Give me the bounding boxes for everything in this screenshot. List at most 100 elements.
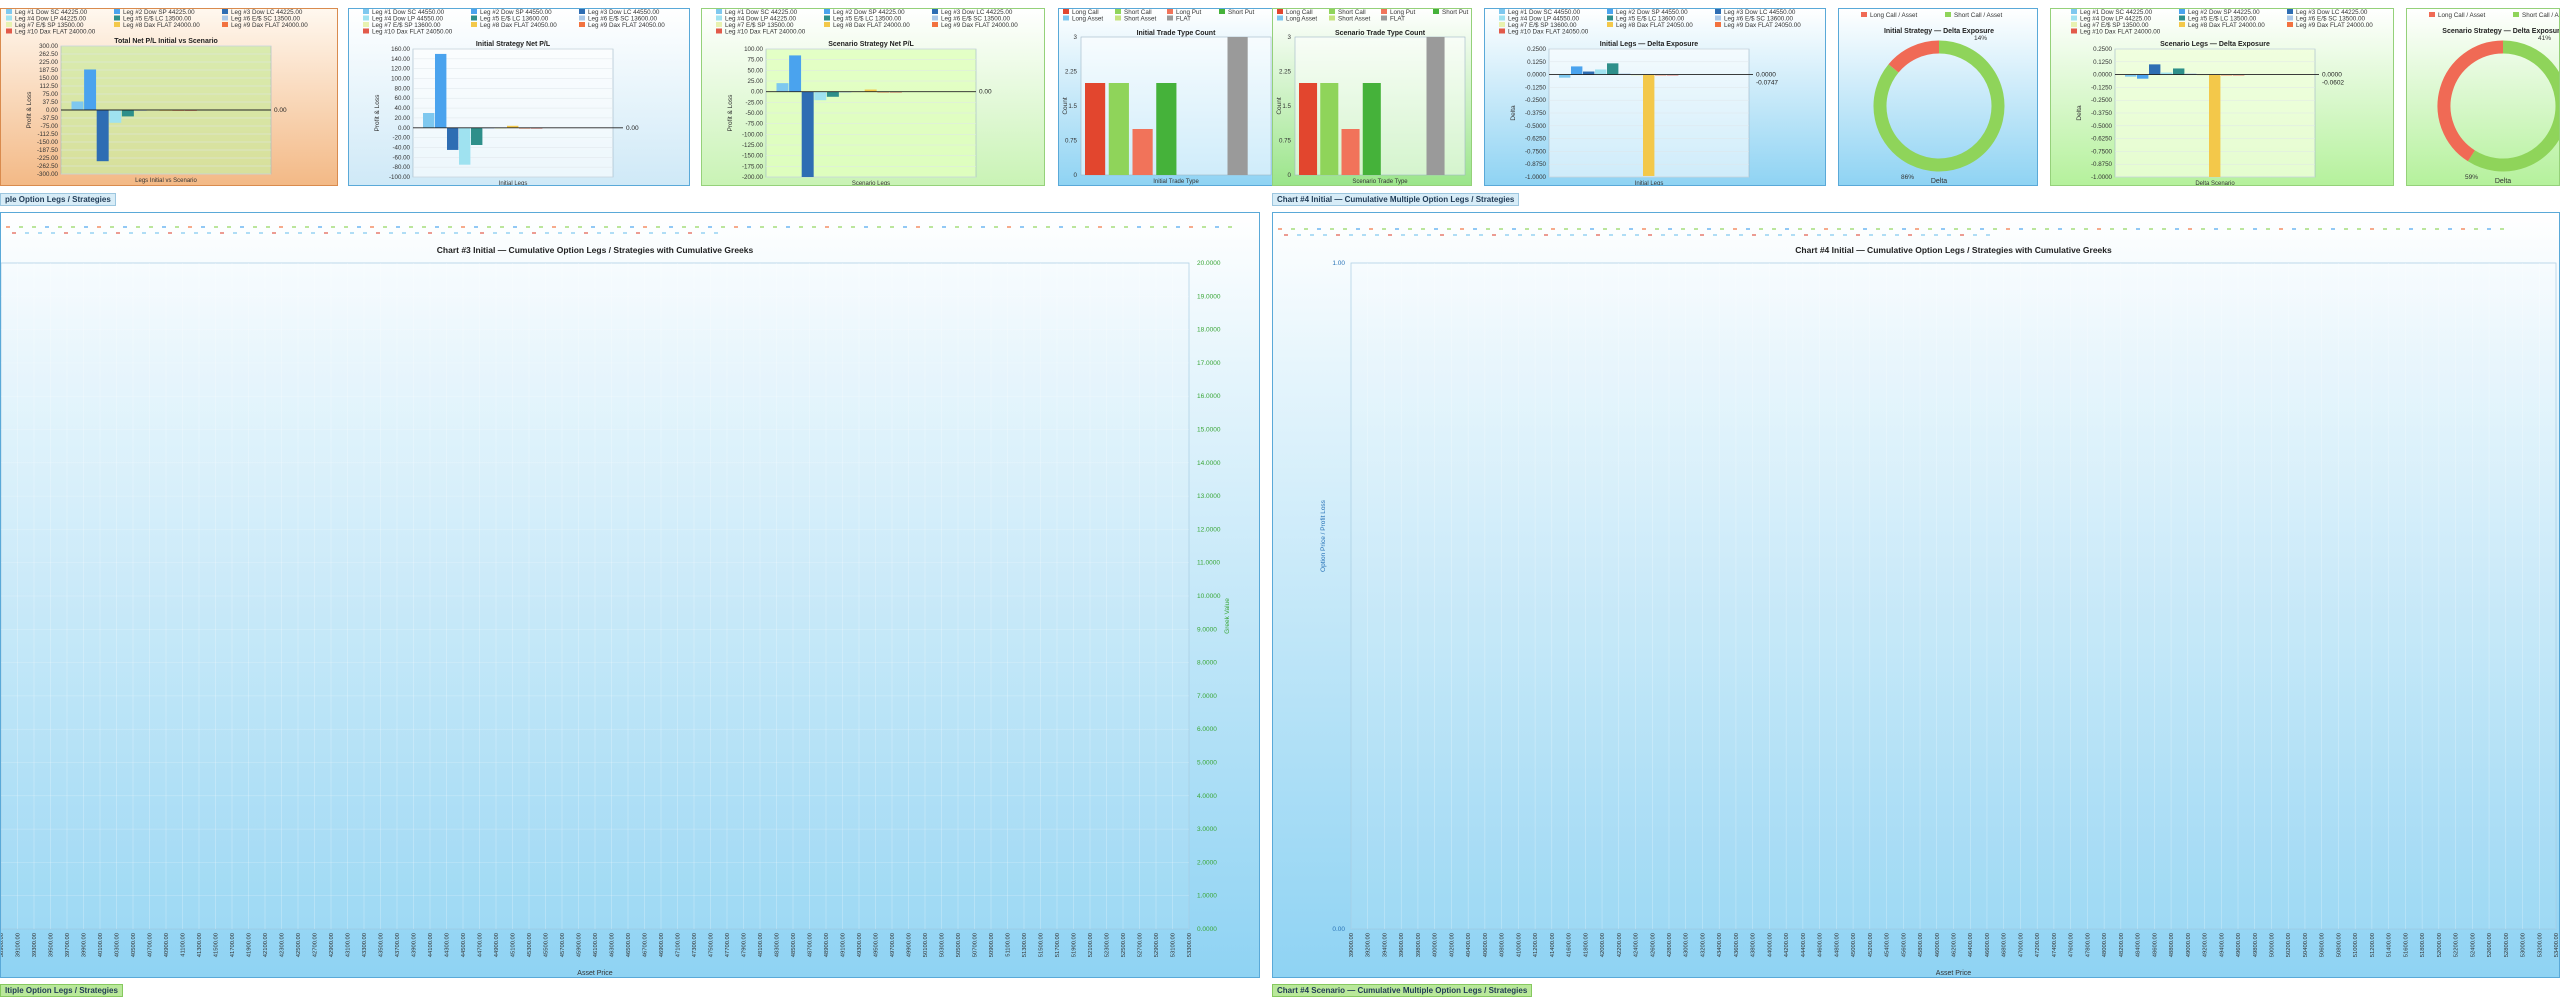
x-tick-label: 52400.00 bbox=[2470, 933, 2476, 957]
strategies-tab-1[interactable]: ple Option Legs / Strategies bbox=[0, 193, 116, 206]
legend-swatch bbox=[363, 28, 369, 34]
x-tick-label: 50900.00 bbox=[989, 933, 995, 957]
y-tick-label: 0.0000 bbox=[2093, 72, 2112, 79]
y-tick-label: 40.00 bbox=[395, 105, 411, 112]
y-tick-label: -0.5000 bbox=[1525, 123, 1547, 130]
bar bbox=[776, 83, 789, 92]
y-axis-label: Option Price / Profit Loss bbox=[1320, 499, 1327, 572]
legend-label: Short Call bbox=[1338, 9, 1366, 16]
x-tick-label: 52800.00 bbox=[2504, 933, 2510, 957]
y-tick-label: 11.0000 bbox=[1197, 560, 1220, 567]
x-tick-label: 50300.00 bbox=[940, 933, 946, 957]
y-axis-label: Delta bbox=[1510, 105, 1517, 121]
x-tick-label: 48200.00 bbox=[2119, 933, 2125, 957]
bar bbox=[1341, 129, 1360, 175]
x-tick-label: 49000.00 bbox=[2186, 933, 2192, 957]
x-tick-label: 43300.00 bbox=[362, 933, 368, 957]
strategies-tab-2[interactable]: Chart #4 Initial — Cumulative Multiple O… bbox=[1272, 193, 1520, 206]
legend-swatch bbox=[579, 9, 585, 14]
chart-title: Initial Strategy Net P/L bbox=[476, 41, 551, 48]
donut-slice bbox=[2437, 40, 2504, 162]
x-tick-label: 43200.00 bbox=[1700, 933, 1706, 957]
x-tick-label: 44200.00 bbox=[1784, 933, 1790, 957]
y-tick-label: 0.00 bbox=[398, 125, 411, 132]
x-tick-label: 46800.00 bbox=[2002, 933, 2008, 957]
scenario-delta-legs-panel: Leg #1 Dow SC 44225.00 Leg #2 Dow SP 4422… bbox=[2050, 8, 2394, 186]
scenario-delta-donut-panel: Long Call / Asset Short Call / Asset Scena… bbox=[2406, 8, 2560, 186]
x-tick-label: 45300.00 bbox=[527, 933, 533, 957]
legend-swatch bbox=[1499, 22, 1505, 27]
legend-swatch bbox=[1063, 15, 1069, 21]
y-tick-label: 3 bbox=[1074, 34, 1078, 41]
legend-label: Leg #1 Dow SC 44225.00 bbox=[725, 9, 798, 16]
y-tick-label: -150.00 bbox=[742, 153, 764, 160]
x-tick-label: 44500.00 bbox=[461, 933, 467, 957]
y-tick-label: 1.0000 bbox=[1197, 893, 1217, 900]
y-tick-label: 17.0000 bbox=[1197, 360, 1221, 367]
x-tick-label: 44700.00 bbox=[478, 933, 484, 957]
bar bbox=[1108, 83, 1129, 175]
x-tick-label: 47100.00 bbox=[676, 933, 682, 957]
y-tick-label: 0.1250 bbox=[1527, 59, 1546, 66]
strategies-tab-4[interactable]: Chart #4 Scenario — Cumulative Multiple … bbox=[1272, 984, 1533, 997]
bar bbox=[471, 127, 483, 145]
y-tick-label: 100.00 bbox=[391, 76, 410, 83]
legend-swatch bbox=[2071, 15, 2077, 21]
legend-label: Leg #10 Dax FLAT 24050.00 bbox=[372, 29, 453, 36]
x-tick-label: 42800.00 bbox=[1667, 933, 1673, 957]
bar bbox=[96, 110, 109, 162]
legend-label: Leg #8 Dax FLAT 24000.00 bbox=[2188, 22, 2265, 29]
y-tick-label: -187.50 bbox=[37, 147, 59, 154]
x-tick-label: 46100.00 bbox=[593, 933, 599, 957]
y-tick-label: -75.00 bbox=[40, 123, 58, 130]
y-tick-label: -0.6250 bbox=[1525, 136, 1547, 143]
x-tick-label: 40700.00 bbox=[148, 933, 154, 957]
legend-label: Leg #8 Dax FLAT 24050.00 bbox=[1616, 22, 1693, 29]
strategies-tab-3[interactable]: ltiple Option Legs / Strategies bbox=[0, 984, 123, 997]
x-tick-label: 42400.00 bbox=[1634, 933, 1640, 957]
x-tick-label: 41300.00 bbox=[197, 933, 203, 957]
legend-label: FLAT bbox=[1176, 16, 1191, 23]
x-tick-label: 38900.00 bbox=[1, 933, 5, 957]
y-tick-label: 150.00 bbox=[39, 75, 58, 82]
legend-swatch bbox=[6, 22, 12, 27]
legend-swatch bbox=[1433, 9, 1439, 14]
x-tick-label: 52500.00 bbox=[1121, 933, 1127, 957]
legend-swatch bbox=[1381, 9, 1387, 14]
y-tick-label: -0.7500 bbox=[1525, 148, 1547, 155]
legend-label: Long Asset bbox=[1286, 16, 1317, 23]
x-tick-label: 47000.00 bbox=[2018, 933, 2024, 957]
x-tick-label: 51100.00 bbox=[1006, 933, 1012, 957]
y-tick-label: 15.0000 bbox=[1197, 427, 1221, 434]
legend-label: Short Put bbox=[1228, 9, 1255, 16]
x-tick-label: 41200.00 bbox=[1533, 933, 1539, 957]
y-tick-label: 8.0000 bbox=[1197, 660, 1217, 667]
bar bbox=[1559, 74, 1571, 78]
y-tick-label: -225.00 bbox=[37, 155, 59, 162]
x-tick-label: 50500.00 bbox=[956, 933, 962, 957]
bar bbox=[2185, 73, 2197, 75]
y-tick-label: 0.0000 bbox=[1527, 72, 1546, 79]
x-tick-label: 53200.00 bbox=[2537, 933, 2543, 957]
legend-label: Leg #10 Dax FLAT 24000.00 bbox=[15, 29, 96, 36]
x-tick-label: 42600.00 bbox=[1650, 933, 1656, 957]
x-tick-label: 40400.00 bbox=[1466, 933, 1472, 957]
legend-label: Leg #7 E/$ SP 13600.00 bbox=[1508, 22, 1577, 29]
x-tick-label: 40500.00 bbox=[131, 933, 137, 957]
x-tick-label: 39700.00 bbox=[65, 933, 71, 957]
y-tick-label: 13.0000 bbox=[1197, 493, 1221, 500]
x-tick-label: 44600.00 bbox=[1818, 933, 1824, 957]
x-tick-label: 43400.00 bbox=[1717, 933, 1723, 957]
y-tick-label: -20.00 bbox=[392, 135, 410, 142]
y-tick-label: 75.00 bbox=[43, 91, 59, 98]
y-tick-label: 0.75 bbox=[1279, 138, 1292, 145]
x-tick-label: 52300.00 bbox=[1105, 933, 1111, 957]
y-tick-label: 19.0000 bbox=[1197, 293, 1221, 300]
y-tick-label: 20.0000 bbox=[1197, 260, 1221, 267]
y-tick-label: 12.0000 bbox=[1197, 526, 1221, 533]
y-tick-label: -0.2500 bbox=[1525, 97, 1547, 104]
x-tick-label: 45400.00 bbox=[1885, 933, 1891, 957]
x-tick-label: 39100.00 bbox=[16, 933, 22, 957]
x-tick-label: 48800.00 bbox=[2169, 933, 2175, 957]
y-tick-label: 50.00 bbox=[748, 67, 764, 74]
